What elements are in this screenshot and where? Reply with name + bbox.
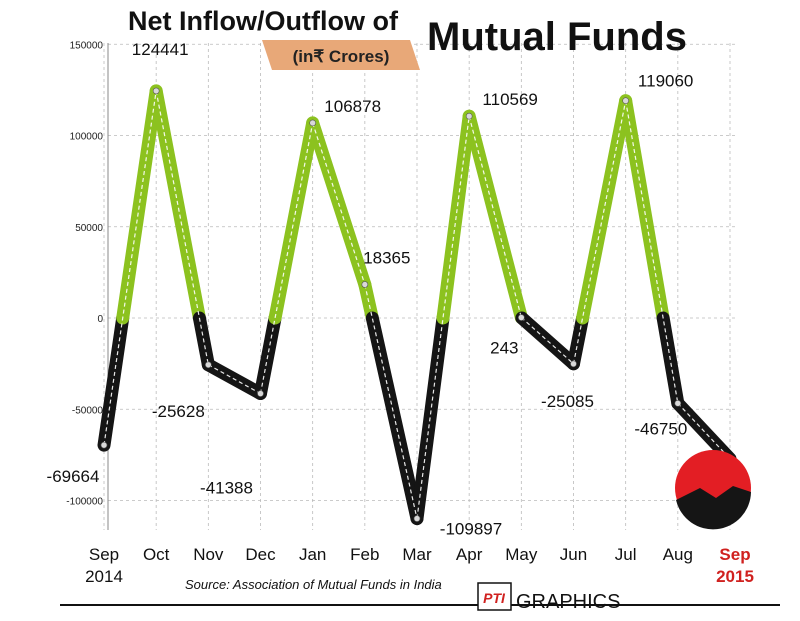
x-tick-label-5: Feb <box>350 545 379 564</box>
data-point-10 <box>623 98 629 104</box>
x-tick-label-3: Dec <box>245 545 276 564</box>
x-tick-label-9: Jun <box>560 545 587 564</box>
data-point-2 <box>205 362 211 368</box>
data-label-3: -41388 <box>200 479 253 498</box>
x-tick-line-6-0: Mar <box>402 545 432 564</box>
x-tick-line-8-0: May <box>505 545 538 564</box>
x-tick-line-4-0: Jan <box>299 545 326 564</box>
data-label-1: 124441 <box>132 40 189 59</box>
data-point-0 <box>101 442 107 448</box>
series-dash-2 <box>208 365 260 394</box>
x-tick-line-1-0: Oct <box>143 545 170 564</box>
data-label-11: -46750 <box>634 419 687 438</box>
series-lines <box>104 91 730 519</box>
x-tick-line-11-0: Aug <box>663 545 693 564</box>
data-point-1 <box>153 88 159 94</box>
x-tick-line-3-0: Dec <box>245 545 276 564</box>
data-label-10: 119060 <box>638 72 693 91</box>
data-point-8 <box>518 315 524 321</box>
x-tick-line-5-0: Feb <box>350 545 379 564</box>
x-tick-line-0-1: 2014 <box>85 567 123 586</box>
y-tick-label-0: -100000 <box>66 497 103 508</box>
series-dash-5 <box>365 284 417 518</box>
data-point-6 <box>414 516 420 522</box>
y-axis-ticks: -100000 -50000 0 50000 100000 150000 <box>66 40 103 507</box>
series-segment-10-0 <box>626 101 663 318</box>
y-tick-label-1: -50000 <box>72 405 104 416</box>
chart-title-part1: Net Inflow/Outflow of <box>128 6 399 36</box>
data-label-0: -69664 <box>47 467 100 486</box>
data-point-3 <box>258 391 264 397</box>
y-tick-label-2: 0 <box>97 314 103 325</box>
data-label-4: 106878 <box>324 97 381 116</box>
x-tick-line-12-0: Sep <box>719 545 750 564</box>
y-tick-label-3: 50000 <box>75 223 103 234</box>
data-label-9: -25085 <box>541 392 594 411</box>
highlight-badge <box>675 450 751 529</box>
subtitle-tag: (in₹ Crores) <box>262 40 420 70</box>
x-tick-label-2: Nov <box>193 545 224 564</box>
data-point-5 <box>362 281 368 287</box>
brand-logo-text: PTI <box>483 590 506 606</box>
x-tick-label-12: Sep 2015 <box>716 545 754 586</box>
x-tick-label-8: May <box>505 545 538 564</box>
y-tick-label-5: 150000 <box>70 40 104 51</box>
data-point-4 <box>310 120 316 126</box>
x-tick-label-6: Mar <box>402 545 432 564</box>
x-tick-line-2-0: Nov <box>193 545 224 564</box>
data-label-8: 243 <box>490 339 518 358</box>
x-tick-line-10-0: Jul <box>615 545 637 564</box>
brand-text: GRAPHICS <box>516 591 620 613</box>
x-tick-label-7: Apr <box>456 545 483 564</box>
x-tick-label-4: Jan <box>299 545 326 564</box>
data-label-7: 110569 <box>482 90 537 109</box>
data-point-7 <box>466 113 472 119</box>
data-label-6: -109897 <box>440 520 502 539</box>
chart-title-part2: Mutual Funds <box>427 15 687 59</box>
chart-subtitle: (in₹ Crores) <box>293 47 390 66</box>
x-tick-line-7-0: Apr <box>456 545 483 564</box>
data-label-2: -25628 <box>152 402 205 421</box>
x-tick-label-11: Aug <box>663 545 693 564</box>
data-point-11 <box>675 400 681 406</box>
x-tick-label-1: Oct <box>143 545 170 564</box>
x-tick-label-10: Jul <box>615 545 637 564</box>
y-tick-label-4: 100000 <box>70 132 104 143</box>
brand-logo: PTI GRAPHICS <box>478 583 620 613</box>
x-tick-label-0: Sep 2014 <box>85 545 123 586</box>
source-note: Source: Association of Mutual Funds in I… <box>185 577 442 592</box>
x-tick-line-0-0: Sep <box>89 545 119 564</box>
data-label-5: 18365 <box>363 248 410 267</box>
x-tick-line-12-1: 2015 <box>716 567 754 586</box>
x-tick-line-9-0: Jun <box>560 545 587 564</box>
data-point-9 <box>571 361 577 367</box>
